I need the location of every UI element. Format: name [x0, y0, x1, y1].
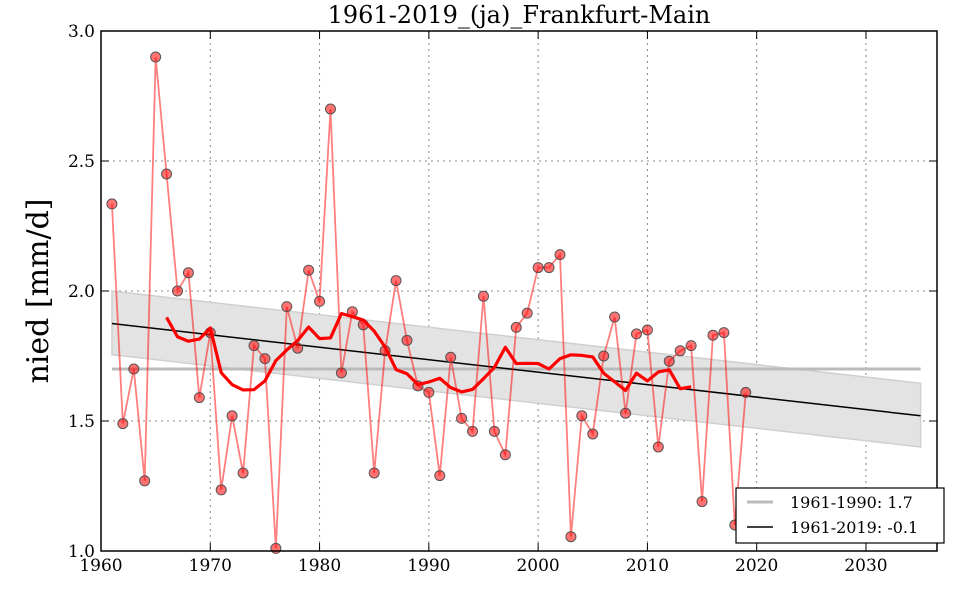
- data-point: [215, 484, 227, 496]
- chart-title: 1961-2019_(ja)_Frankfurt-Main: [328, 1, 711, 29]
- axis-ticks: 1960 1970 1980 1990 2000 2010 2020 2030 1.0 1.5 2.…: [68, 22, 937, 576]
- data-point: [456, 412, 468, 424]
- data-point: [652, 441, 664, 453]
- data-point: [499, 449, 511, 461]
- data-point: [368, 467, 380, 479]
- data-point: [237, 467, 249, 479]
- annual-series: [106, 51, 752, 554]
- data-point: [270, 542, 282, 554]
- data-point: [707, 329, 719, 341]
- data-point: [543, 262, 555, 274]
- data-point: [510, 321, 522, 333]
- data-point: [434, 470, 446, 482]
- data-point: [182, 267, 194, 279]
- data-point: [587, 428, 599, 440]
- data-point: [630, 328, 642, 340]
- data-point: [314, 295, 326, 307]
- x-tick-label: 1970: [189, 556, 232, 576]
- y-tick-label: 3.0: [68, 22, 95, 42]
- data-point: [740, 386, 752, 398]
- data-point: [401, 334, 413, 346]
- x-tick-label: 2010: [626, 556, 669, 576]
- data-point: [674, 345, 686, 357]
- data-point: [303, 264, 315, 276]
- y-tick-label: 2.5: [68, 152, 95, 172]
- y-tick-label: 1.0: [68, 542, 95, 562]
- data-point: [248, 340, 260, 352]
- data-point: [467, 425, 479, 437]
- y-tick-label: 1.5: [68, 412, 95, 432]
- data-point: [576, 410, 588, 422]
- x-tick-label: 2020: [735, 556, 778, 576]
- trend-line: [111, 322, 921, 417]
- data-point: [226, 410, 238, 422]
- data-point: [106, 198, 118, 210]
- data-point: [171, 285, 183, 297]
- y-axis-label: nied [mm/d]: [21, 198, 56, 383]
- plot-frame: [100, 30, 938, 552]
- x-tick-label: 2030: [844, 556, 887, 576]
- data-point: [696, 496, 708, 508]
- data-point: [139, 475, 151, 487]
- data-point: [663, 355, 675, 367]
- data-point: [150, 51, 162, 63]
- data-point: [335, 367, 347, 379]
- data-point: [598, 350, 610, 362]
- data-point: [609, 311, 621, 323]
- data-point: [390, 275, 402, 287]
- data-point: [521, 307, 533, 319]
- data-point: [281, 301, 293, 313]
- data-point: [128, 363, 140, 375]
- x-tick-label: 1960: [79, 556, 122, 576]
- data-point: [193, 392, 205, 404]
- grid: [101, 31, 937, 551]
- data-point: [423, 386, 435, 398]
- data-point: [161, 168, 173, 180]
- data-point: [565, 531, 577, 543]
- running-mean: [165, 311, 692, 394]
- data-point: [554, 249, 566, 261]
- x-tick-label: 1980: [298, 556, 341, 576]
- y-tick-label: 2.0: [68, 282, 95, 302]
- data-point: [685, 340, 697, 352]
- x-tick-label: 1990: [407, 556, 450, 576]
- data-point: [488, 425, 500, 437]
- running-mean-line: [165, 311, 692, 394]
- data-point: [117, 418, 129, 430]
- data-point: [477, 290, 489, 302]
- data-point: [620, 407, 632, 419]
- legend-reference-label: 1961-1990: 1.7: [790, 493, 913, 512]
- data-point: [641, 324, 653, 336]
- data-point: [292, 342, 304, 354]
- data-point: [324, 103, 336, 115]
- legend: 1961-1990: 1.7 1961-2019: -0.1: [735, 487, 945, 544]
- data-point: [718, 327, 730, 339]
- data-point: [259, 353, 271, 365]
- data-point: [445, 351, 457, 363]
- legend-trend-label: 1961-2019: -0.1: [790, 518, 918, 537]
- x-tick-label: 2000: [516, 556, 559, 576]
- data-point: [532, 262, 544, 274]
- linear-trend-line: [111, 322, 921, 417]
